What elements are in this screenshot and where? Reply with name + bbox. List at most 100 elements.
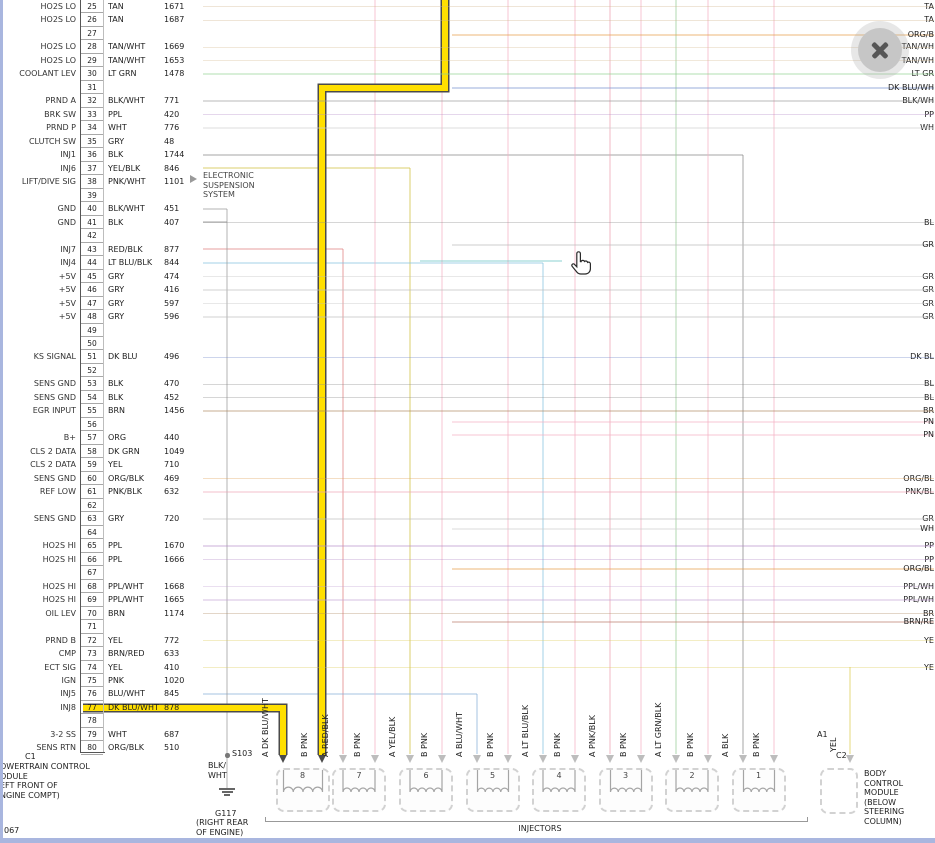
pin-row-40[interactable]: GND 40 BLK/WHT 451 [0,202,935,216]
pin-number[interactable]: 47 [81,297,103,311]
pin-number[interactable]: 61 [81,485,103,499]
pin-number[interactable]: 41 [81,216,103,230]
pin-row-63[interactable]: SENS GND 63 GRY 720 GR [0,512,935,526]
pin-number[interactable]: 31 [81,81,103,95]
wire-horizontal[interactable] [203,46,934,48]
pin-number[interactable]: 39 [81,189,103,203]
wire-segment[interactable] [640,0,642,754]
pin-number[interactable]: 25 [81,0,103,14]
pin-row-70[interactable]: OIL LEV 70 BRN 1174 BR [0,607,935,621]
wire-segment[interactable] [707,0,709,754]
wire-horizontal[interactable] [203,585,934,588]
wire-horizontal[interactable] [203,639,934,642]
pin-number[interactable]: 29 [81,54,103,68]
wire-horizontal[interactable] [203,19,934,21]
pin-row-51[interactable]: KS SIGNAL 51 DK BLU 496 DK BL [0,350,935,364]
pin-number[interactable]: 64 [81,526,103,540]
pin-row-39[interactable]: 39 [0,189,935,203]
pin-number[interactable]: 28 [81,40,103,54]
pin-row-27[interactable]: 27 [0,27,935,41]
wire-segment[interactable] [452,87,934,89]
pin-row-43[interactable]: INJ7 43 RED/BLK 877 [0,243,935,257]
wire-segment[interactable] [203,167,410,169]
wire-horizontal[interactable] [203,599,934,601]
pin-number[interactable]: 40 [81,202,103,216]
wire-horizontal[interactable] [203,302,934,305]
pin-number[interactable]: 49 [81,324,103,337]
wire-segment[interactable] [452,621,934,623]
wire-horizontal[interactable] [203,289,934,291]
pin-row-25[interactable]: HO2S LO 25 TAN 1671 TA [0,0,935,14]
pin-number[interactable]: 74 [81,661,103,674]
wire-segment[interactable] [675,0,677,754]
pin-row-68[interactable]: HO2S HI 68 PPL/WHT 1668 PPL/WH [0,580,935,594]
pin-number[interactable]: 51 [81,350,103,364]
pin-row-52[interactable]: 52 [0,364,935,378]
pin-row-78[interactable]: 78 [0,714,935,728]
wire-horizontal[interactable] [203,397,934,399]
pin-row-34[interactable]: PRND P 34 WHT 776 WH [0,121,935,135]
pin-row-62[interactable]: 62 [0,499,935,513]
wire-segment[interactable] [452,244,934,246]
pin-number[interactable]: 77 [81,701,103,715]
pin-row-57[interactable]: B+ 57 ORG 440 [0,431,935,445]
pin-number[interactable]: 58 [81,445,103,459]
wire-segment[interactable] [226,209,228,788]
pin-row-46[interactable]: +5V 46 GRY 416 GR [0,283,935,297]
wire-horizontal[interactable] [203,383,934,385]
pin-row-55[interactable]: EGR INPUT 55 BRN 1456 BR [0,404,935,418]
wire-segment[interactable] [773,0,775,754]
pin-row-79[interactable]: 3-2 SS 79 WHT 687 [0,728,935,742]
close-button[interactable] [851,21,909,79]
pin-number[interactable]: 72 [81,634,103,648]
wire-horizontal[interactable] [203,60,934,62]
wire-segment[interactable] [203,154,743,156]
wire-horizontal[interactable] [203,356,934,358]
pin-row-48[interactable]: +5V 48 GRY 596 GR [0,310,935,324]
wire-horizontal[interactable] [203,275,934,278]
pin-row-77[interactable]: INJ8 77 DK BLU/WHT 878 [0,701,935,715]
pin-number[interactable]: 66 [81,553,103,567]
wire-segment[interactable] [452,528,934,530]
wire-horizontal[interactable] [203,6,934,8]
pin-row-72[interactable]: PRND B 72 YEL 772 YE [0,634,935,648]
wire-horizontal[interactable] [203,491,934,493]
pin-number[interactable]: 56 [81,418,103,432]
pin-number[interactable]: 46 [81,283,103,297]
pin-number[interactable]: 50 [81,337,103,351]
pin-number[interactable]: 75 [81,674,103,688]
pin-number[interactable]: 76 [81,687,103,701]
pin-number[interactable]: 45 [81,270,103,284]
pin-row-74[interactable]: ECT SIG 74 YEL 410 YE [0,661,935,674]
wire-horizontal[interactable] [203,545,934,547]
wire-horizontal[interactable] [203,221,934,224]
pin-number[interactable]: 37 [81,162,103,176]
wire-horizontal[interactable] [203,518,934,520]
pin-row-67[interactable]: 67 [0,566,935,580]
pin-number[interactable]: 67 [81,566,103,580]
pin-number[interactable]: 70 [81,607,103,621]
pin-row-42[interactable]: 42 [0,229,935,243]
wire-segment[interactable] [203,208,227,210]
pin-row-49[interactable]: 49 [0,324,935,337]
pin-number[interactable]: 44 [81,256,103,270]
wire-horizontal[interactable] [203,558,934,561]
pin-row-60[interactable]: SENS GND 60 ORG/BLK 469 ORG/BL [0,472,935,486]
pin-row-71[interactable]: 71 [0,620,935,634]
pin-number[interactable]: 42 [81,229,103,243]
pin-row-29[interactable]: HO2S LO 29 TAN/WHT 1653 TAN/WH [0,54,935,68]
pin-row-38[interactable]: LIFT/DIVE SIG 38 PNK/WHT 1101 [0,175,935,189]
pin-row-53[interactable]: SENS GND 53 BLK 470 BL [0,377,935,391]
pin-row-33[interactable]: BRK SW 33 PPL 420 PP [0,108,935,122]
pin-row-54[interactable]: SENS GND 54 BLK 452 BL [0,391,935,405]
wire-segment[interactable] [452,568,934,570]
pin-number[interactable]: 26 [81,13,103,27]
wire-segment[interactable] [203,221,227,223]
wire-segment[interactable] [452,421,934,423]
pin-number[interactable]: 36 [81,148,103,162]
pin-number[interactable]: 69 [81,593,103,607]
pin-number[interactable]: 59 [81,458,103,472]
pin-row-76[interactable]: INJ5 76 BLU/WHT 845 [0,687,935,701]
pin-row-44[interactable]: INJ4 44 LT BLU/BLK 844 [0,256,935,270]
pin-number[interactable]: 38 [81,175,103,189]
